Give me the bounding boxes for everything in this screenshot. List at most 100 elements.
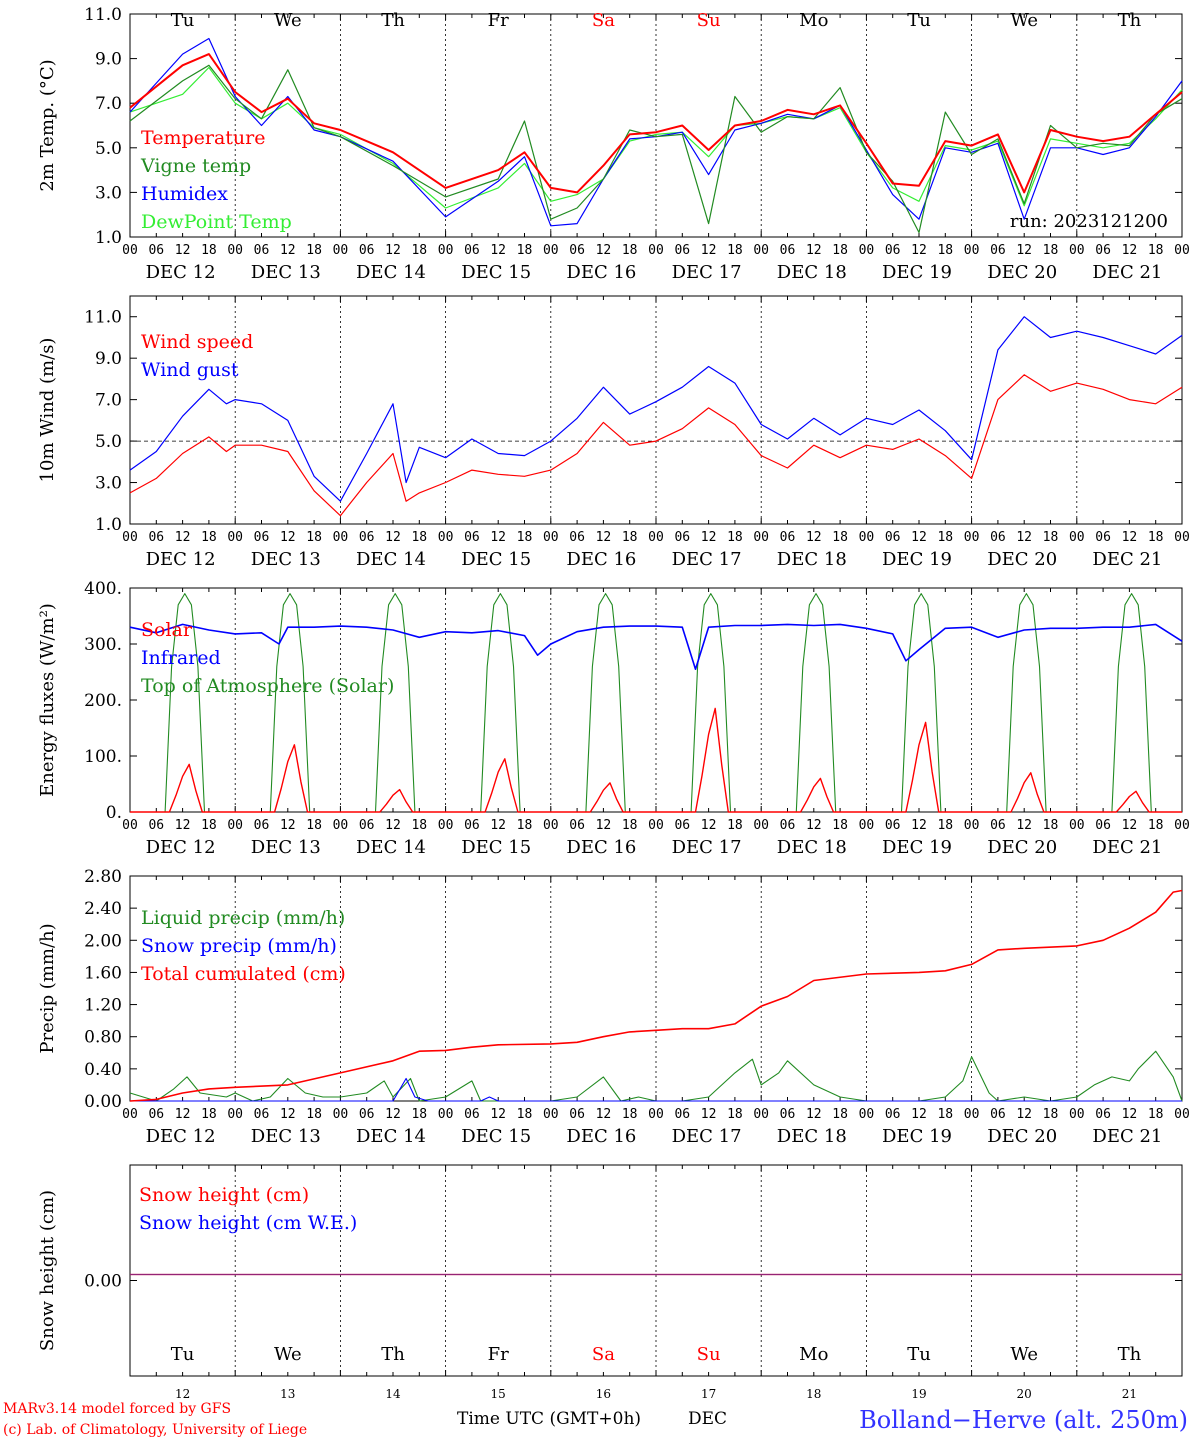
hour-label: 12 [806,818,822,833]
hour-label: 06 [569,530,585,545]
weekday-label: Fr [488,10,509,31]
hour-label: 12 [1016,1107,1032,1122]
hour-label: 06 [990,818,1006,833]
legend-entry: Liquid precip (mm/h) [141,907,345,929]
hour-label: 00 [543,1107,559,1122]
hour-label: 18 [201,530,217,545]
weekday-label: Th [381,1344,405,1365]
date-label: DEC 21 [1092,262,1162,283]
day-number-label: 14 [385,1387,401,1401]
hour-label: 00 [438,818,454,833]
date-label: DEC 20 [987,837,1057,858]
date-label: DEC 19 [882,262,952,283]
series-line-snow-precip [130,1077,1182,1102]
hour-label: 00 [227,530,243,545]
date-label: DEC 14 [356,1126,426,1147]
date-label: DEC 13 [251,1126,321,1147]
hour-label: 12 [1122,530,1138,545]
hour-label: 18 [1148,243,1164,258]
hour-label: 18 [1043,530,1059,545]
hour-label: 12 [1016,818,1032,833]
hour-label: 06 [464,1107,480,1122]
run-annotation: run: 2023121200 [1010,211,1168,232]
hour-label: 12 [1122,243,1138,258]
hour-label: 06 [254,1107,270,1122]
hour-label: 06 [674,530,690,545]
weekday-label: Th [381,10,405,31]
day-number-label: 13 [280,1387,295,1401]
hour-label: 12 [175,1107,191,1122]
hour-label: 00 [859,1107,875,1122]
legend-entry: Total cumulated (cm) [141,963,346,985]
hour-label: 12 [806,1107,822,1122]
hour-label: 06 [885,1107,901,1122]
hour-label: 00 [964,818,980,833]
panel-energy: 0. 100. 200. 300. 400. Energy fluxes (W/m²) 00… [37,579,1190,858]
hour-label: 00 [753,243,769,258]
y-axis-title: 10m Wind (m/s) [37,338,58,483]
hour-label: 06 [148,530,164,545]
legend-entry: Wind gust [141,359,239,381]
panel-temperature: 1.0 3.0 5.0 7.0 9.0 11.0 2m Temp. (°C) Tu We Th Fr… [37,5,1190,283]
legend-entry: DewPoint Temp [141,211,292,233]
date-label: DEC 18 [777,1126,847,1147]
hour-label: 00 [227,243,243,258]
credit-line-2: (c) Lab. of Climatology, University of L… [3,1422,307,1438]
date-label: DEC 17 [672,262,742,283]
legend-entry: Temperature [141,127,265,149]
hour-label: 18 [727,243,743,258]
hour-label: 12 [385,818,401,833]
hour-label: 12 [490,818,506,833]
hour-label: 18 [411,1107,427,1122]
y-tick-label: 1.20 [84,996,122,1016]
weekday-label: Sa [592,10,615,31]
hour-label: 12 [490,1107,506,1122]
hour-label: 00 [753,530,769,545]
hour-label: 12 [280,243,296,258]
legend-entry: Wind speed [141,331,253,353]
hour-label: 12 [280,818,296,833]
hour-label: 18 [306,530,322,545]
hour-label: 18 [306,1107,322,1122]
hour-label: 18 [832,1107,848,1122]
series-line-infrared [129,623,1183,671]
hour-label: 12 [1122,1107,1138,1122]
y-tick-label: 11.0 [84,308,122,328]
hour-label: 12 [1122,818,1138,833]
day-number-label: 20 [1017,1387,1032,1401]
legend-entry: Humidex [141,183,228,205]
station-name: Bolland−Herve (alt. 250m) [859,1406,1188,1434]
hour-label: 06 [1095,1107,1111,1122]
legend-entry: Snow height (cm W.E.) [139,1212,357,1234]
hour-label: 12 [596,818,612,833]
hour-label: 06 [569,818,585,833]
y-tick-label: 1.60 [84,963,122,983]
date-label: DEC 20 [987,262,1057,283]
hour-label: 12 [490,530,506,545]
y-tick-label: 0.00 [84,1092,122,1112]
weekday-label: We [274,1344,302,1365]
hour-label: 00 [753,818,769,833]
hour-label: 12 [490,243,506,258]
hour-label: 18 [517,818,533,833]
hour-label: 18 [201,1107,217,1122]
y-axis-title: 2m Temp. (°C) [37,59,58,191]
y-axis-title: Energy fluxes (W/m²) [37,603,58,797]
date-label: DEC 12 [146,262,216,283]
hour-label: 12 [596,1107,612,1122]
legend-entry: Top of Atmosphere (Solar) [141,675,394,697]
date-label: DEC 17 [672,549,742,570]
weekday-label: We [1010,10,1038,31]
date-label: DEC 17 [672,837,742,858]
y-tick-label: 3.0 [95,183,122,203]
series-line-temperature [129,53,1183,194]
series-line-dewpoint-temp [129,66,1183,209]
y-tick-label: 3.0 [95,474,122,494]
hour-label: 06 [1095,530,1111,545]
date-label: DEC 14 [356,837,426,858]
hour-label: 00 [122,243,138,258]
date-label: DEC 21 [1092,837,1162,858]
hour-label: 18 [832,243,848,258]
date-label: DEC 16 [566,1126,636,1147]
date-label: DEC 12 [146,837,216,858]
